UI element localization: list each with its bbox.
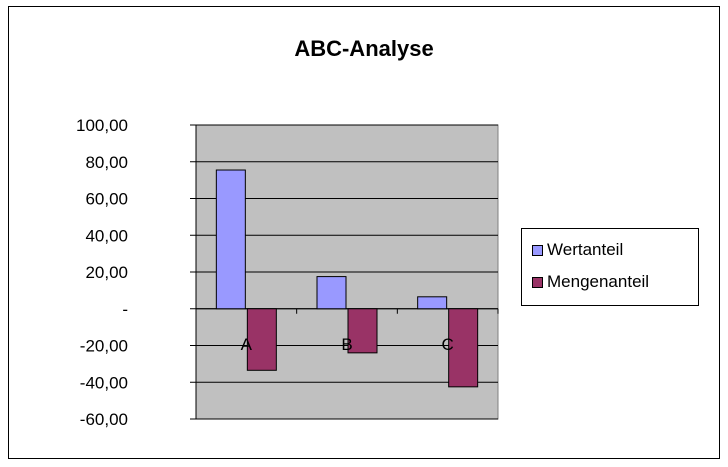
chart-title: ABC-Analyse	[294, 36, 434, 61]
y-tick-label: -60,00	[80, 410, 128, 429]
legend: Wertanteil Mengenanteil	[521, 228, 699, 306]
bar-wertanteil-c	[417, 296, 448, 310]
legend-item-mengenanteil: Mengenanteil	[532, 271, 649, 293]
y-tick-label: 100,00	[76, 116, 128, 135]
bar-wertanteil-a	[215, 169, 246, 310]
bar-mengenanteil-a	[246, 308, 277, 371]
legend-label-wertanteil: Wertanteil	[547, 240, 624, 259]
legend-item-wertanteil: Wertanteil	[532, 239, 623, 261]
x-tick-label: B	[341, 335, 352, 354]
y-tick-label: -40,00	[80, 373, 128, 392]
legend-swatch-mengenanteil	[532, 276, 543, 288]
y-tick-label: -20,00	[80, 337, 128, 356]
y-tick-label: 40,00	[85, 226, 128, 245]
legend-label-mengenanteil: Mengenanteil	[547, 272, 650, 291]
legend-swatch-wertanteil	[532, 244, 543, 256]
bar-mengenanteil-c	[448, 308, 479, 388]
x-tick-label: A	[241, 335, 253, 354]
y-tick-label: 20,00	[85, 263, 128, 282]
y-tick-label: -	[122, 300, 128, 319]
x-tick-label: C	[442, 335, 454, 354]
y-tick-label: 60,00	[85, 190, 128, 209]
y-tick-label: 80,00	[85, 153, 128, 172]
bar-mengenanteil-b	[347, 308, 378, 354]
bar-wertanteil-b	[316, 276, 347, 310]
